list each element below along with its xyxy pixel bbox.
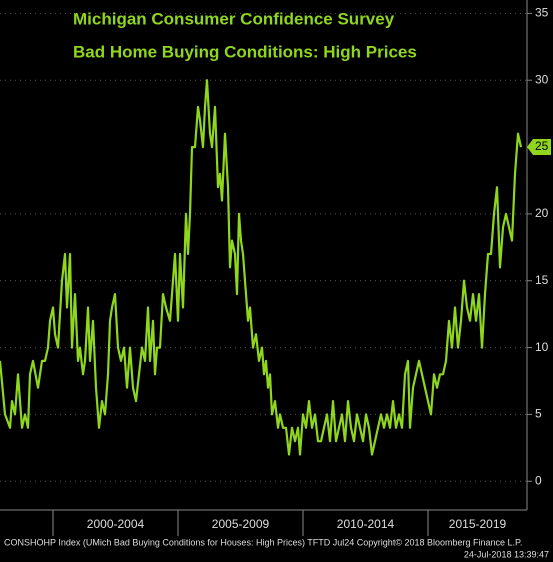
x-tick-label: 2000-2004 [87,517,145,531]
y-tick-label: 30 [535,72,549,86]
x-tick-label: 2005-2009 [212,517,270,531]
last-value-tag [527,139,551,156]
y-tick-label: 0 [535,473,542,487]
line [0,79,523,456]
x-tick-label: 2015-2019 [449,517,507,531]
y-tick-label: 20 [535,206,549,220]
y-tick-label: 5 [535,407,542,421]
y-tick-label: 35 [535,6,549,20]
x-tick-label: 2010-2014 [337,517,395,531]
footer: CONSHOHP Index (UMich Bad Buying Conditi… [4,537,522,547]
chart-title: Michigan Consumer Confidence Survey [73,9,395,28]
chart-subtitle: Bad Home Buying Conditions: High Prices [73,42,417,61]
last-value-label: 25 [535,139,549,153]
timestamp: 24-Jul-2018 13:39:47 [464,549,549,559]
y-tick-label: 10 [535,340,549,354]
y-tick-label: 15 [535,273,549,287]
